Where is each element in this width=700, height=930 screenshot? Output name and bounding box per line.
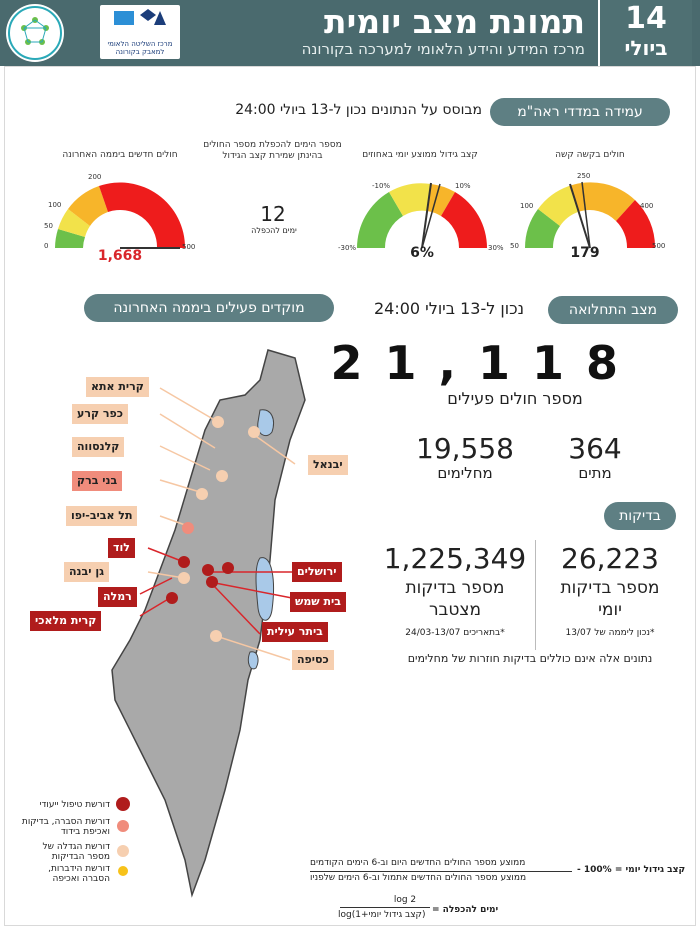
cumulative-tests-number: 1,225,349	[383, 542, 527, 575]
city-yavniel: יבנאל	[308, 455, 348, 475]
cumulative-tests-label1: מספר בדיקות	[405, 578, 505, 598]
gauge-severe-value: 179	[570, 245, 600, 261]
gauge-new-tick-200: 200	[88, 173, 102, 181]
morbidity-pill: מצב התחלואה	[548, 296, 678, 324]
gauge-new-value: 1,668	[97, 248, 143, 264]
legend-dot-yellow	[118, 866, 128, 876]
active-patients-label: מספר חולים פעילים	[447, 389, 583, 408]
city-ramla: רמלה	[98, 587, 137, 607]
date-box: 14 ביולי	[598, 0, 692, 66]
doubling-formula-bar	[340, 907, 430, 908]
legend-item-yellow: דורשת הידברות, הסברה ואכיפה	[48, 864, 110, 884]
legend-item-peach: דורשת הגדלה של מספר הבדיקות	[42, 842, 110, 862]
cumulative-tests-label2: מצטבר	[428, 600, 482, 620]
page-subtitle: מרכז המידע והידע הלאומי למערכה בקורונה	[301, 40, 585, 58]
targets-as-of: מבוסס על הנתונים נכון ל-13 ביולי 24:00	[235, 102, 482, 118]
recovered-label: מחלימים	[437, 464, 493, 482]
gauge-growth-tick-30: 30%	[488, 244, 504, 252]
city-beit-shemesh: בית שמש	[290, 592, 346, 612]
legend-dot-salmon	[117, 820, 129, 832]
gauge-severe-label: חולים בקשה קשה	[555, 150, 625, 160]
active-patients-number: 21,118	[330, 336, 640, 390]
legend-dot-red	[116, 797, 130, 811]
doubling-formula-denominator: log(1+קצב גידול יומי)	[338, 910, 426, 920]
recovered-number: 19,558	[416, 432, 514, 465]
command-center-logo: מרכז השליטה הלאומי למאבק בקורונה	[100, 5, 180, 59]
doubling-formula-numerator: log 2	[393, 895, 417, 905]
date-month: ביולי	[624, 36, 668, 60]
legend-item-red: דורשת טיפול ייעודי	[39, 800, 110, 810]
israel-map	[111, 349, 306, 898]
gauge-severe-tick-50: 50	[510, 242, 519, 250]
morbidity-as-of: נכון ל-13 ביולי 24:00	[373, 299, 524, 318]
gauge-growth-tick-minus30: -30%	[338, 244, 357, 252]
tests-footnote: נתונים אלה אינם כוללים בדיקות חוזרות של …	[407, 652, 653, 665]
gauge-growth-tick-minus10: -10%	[372, 182, 391, 190]
center-logo	[6, 4, 64, 62]
doubling-formula-lhs: ימים להכפלה =	[432, 905, 499, 915]
command-center-logo-text: מרכז השליטה הלאומי למאבק בקורונה	[107, 40, 173, 56]
tests-divider	[535, 540, 536, 650]
gauge-severe-tick-250: 250	[577, 172, 591, 180]
gauge-new-cases	[55, 182, 186, 249]
gauge-growth-value: 6%	[410, 245, 434, 261]
daily-tests-label1: מספר בדיקות	[560, 578, 660, 598]
tests-pill: בדיקות	[604, 502, 676, 530]
city-beitar-illit: ביתר עילית	[262, 622, 328, 642]
deaths-number: 364	[568, 432, 622, 465]
city-kalansawe: קלנסווה	[72, 437, 125, 457]
doubling-sub: ימים להכפלה	[251, 226, 297, 235]
gauge-severe-tick-400: 400	[640, 202, 654, 210]
city-tel-aviv: תל אביב-יפו	[66, 506, 138, 526]
cumulative-tests-note: *בתאריכים 24/03-13/07	[405, 628, 505, 638]
city-kiryat-malachi: קרית מלאכי	[30, 611, 102, 631]
city-kfar-kara: כפר קרע	[72, 404, 128, 424]
city-gan-yavne: גן יבנה	[64, 562, 110, 582]
city-kuseife: כסיפה	[292, 650, 334, 670]
growth-formula-numerator: ממוצע מספר החולים החדשים היום וב-6 הימים…	[310, 858, 526, 868]
daily-tests-number: 26,223	[561, 542, 659, 575]
doubling-value: 12	[260, 202, 286, 226]
targets-pill: עמידה במדדי ראה"מ	[490, 98, 670, 126]
gauge-new-label: חולים חדשים ביממה האחרונה	[62, 150, 178, 160]
page-title: תמונת מצב יומית	[324, 2, 585, 41]
gauge-severe-tick-500: 500	[652, 242, 666, 250]
city-kiryat-ata: קרית אתא	[86, 377, 149, 397]
gauge-growth-label: קצב גידול ממוצע יומי באחוזים	[362, 150, 478, 160]
gauge-growth	[357, 182, 487, 249]
gauge-growth-tick-10: 10%	[455, 182, 471, 190]
doubling-label: מספר הימים להכפלת מספר החולים בהינתן שמי…	[203, 140, 342, 161]
header-bar: מרכז השליטה הלאומי למאבק בקורונה תמונת מ…	[0, 0, 700, 66]
legend-item-salmon: דורשת הסברה, בדיקות ואכיפת בידוד	[21, 817, 110, 837]
gauge-new-tick-0: 0	[44, 242, 49, 250]
deaths-label: מתים	[578, 464, 612, 482]
city-jerusalem: ירושלים	[292, 562, 342, 582]
gauge-new-tick-500: 500	[182, 243, 196, 251]
gauge-new-tick-100: 100	[48, 201, 62, 209]
growth-formula-denominator: ממוצע מספר החולים החדשים אתמול וב-6 הימי…	[310, 873, 527, 883]
city-lod: לוד	[108, 538, 135, 558]
daily-tests-note: *נכון ליממה של 13/07	[565, 628, 655, 638]
city-bnei-brak: בני ברק	[72, 471, 123, 491]
growth-formula-bar	[310, 871, 572, 872]
daily-tests-label2: יומי	[598, 600, 622, 620]
gauge-new-tick-50: 50	[44, 222, 53, 230]
hotspots-pill: מוקדים פעילים ביממה האחרונה	[84, 294, 334, 322]
gauge-severe-tick-100: 100	[520, 202, 534, 210]
date-day: 14	[625, 1, 667, 36]
gauge-severe	[525, 181, 656, 249]
legend-dot-peach	[117, 845, 129, 857]
growth-formula-lhs: קצב גידול יומי = 100% -	[577, 865, 686, 875]
